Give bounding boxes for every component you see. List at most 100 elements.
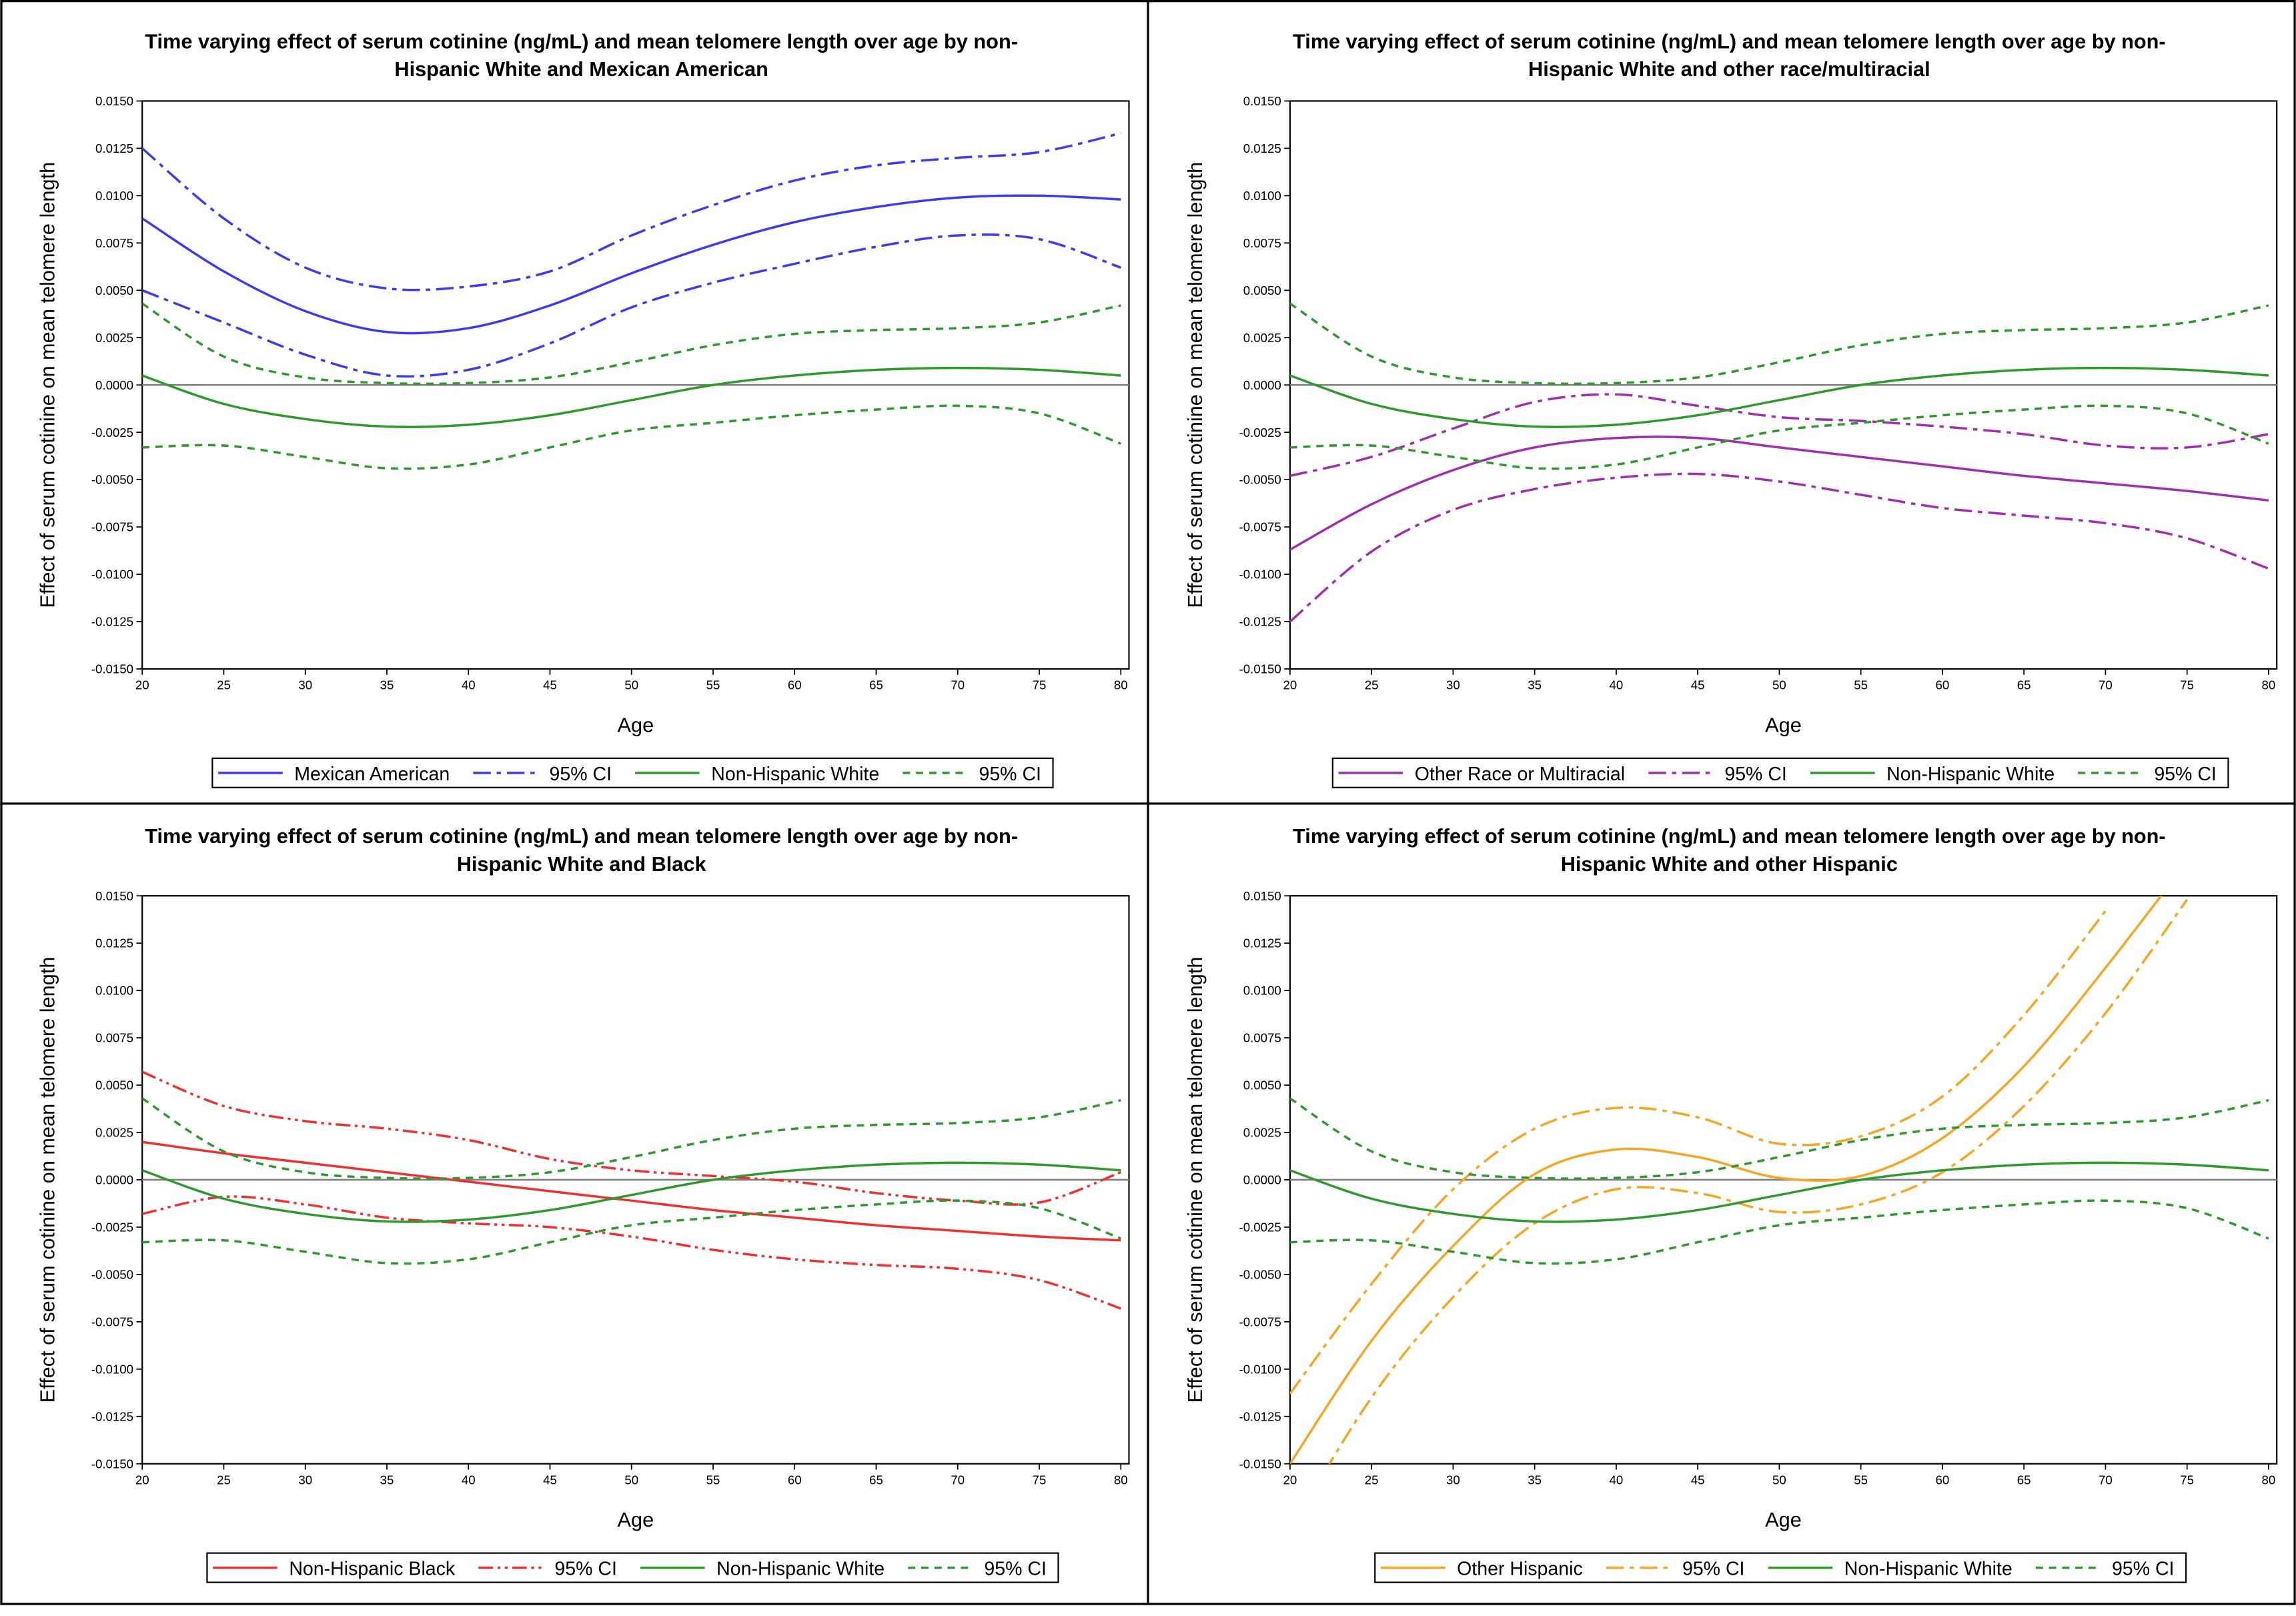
x-tick-label: 50 [624, 1473, 638, 1487]
y-tick-label: 0.0100 [95, 189, 133, 203]
legend: Non-Hispanic Black 95% CI Non-Hispanic Whi… [206, 1552, 1059, 1583]
series-line [142, 233, 1121, 378]
y-tick-label: -0.0050 [1239, 1267, 1281, 1281]
series-line [142, 1140, 1121, 1242]
x-tick-label: 70 [2099, 678, 2113, 692]
series-line [1289, 404, 2269, 470]
y-tick-label: -0.0100 [91, 568, 133, 582]
x-tick-label: 50 [1772, 1473, 1786, 1487]
y-tick-label: 0.0150 [1243, 889, 1281, 903]
series-line [142, 1195, 1121, 1310]
x-tick-label: 70 [951, 678, 965, 692]
x-tick-label: 45 [543, 678, 557, 692]
x-tick-label: 60 [1936, 678, 1950, 692]
y-tick-label: 0.0125 [95, 141, 133, 155]
chart-title: Time varying effect of serum cotinine (n… [1293, 29, 2166, 53]
x-tick-label: 50 [624, 678, 638, 692]
y-tick-label: -0.0025 [91, 426, 133, 440]
x-tick-label: 20 [1283, 1473, 1297, 1487]
series-line [1289, 910, 2107, 1395]
legend-label: 95% CI [984, 1559, 1047, 1580]
x-tick-label: 25 [1365, 1473, 1379, 1487]
y-tick-label: -0.0100 [91, 1362, 133, 1376]
series-line [1289, 393, 2269, 478]
x-tick-label: 25 [217, 1473, 231, 1487]
y-tick-label: 0.0125 [1243, 936, 1281, 950]
chart-title: Time varying effect of serum cotinine (n… [145, 29, 1018, 53]
y-tick-label: 0.0100 [95, 984, 133, 998]
x-tick-label: 70 [951, 1473, 965, 1487]
x-axis-label: Age [618, 713, 654, 736]
y-tick-label: -0.0050 [91, 1267, 133, 1281]
legend-label: 95% CI [554, 1559, 617, 1580]
x-tick-label: 40 [1610, 678, 1624, 692]
legend: Mexican American 95% CI Non-Hispanic White… [211, 757, 1054, 788]
legend-label: 95% CI [2154, 764, 2217, 785]
x-tick-label: 65 [869, 1473, 883, 1487]
y-tick-label: 0.0150 [95, 889, 133, 903]
series-line [142, 1199, 1121, 1265]
x-axis-label: Age [1765, 1508, 1802, 1531]
x-tick-label: 65 [2017, 1473, 2031, 1487]
chart-title: Hispanic White and Black [457, 852, 707, 876]
plot-lines [1289, 302, 2269, 623]
y-tick-label: 0.0150 [1243, 94, 1281, 108]
legend-box [211, 757, 1054, 788]
x-tick-label: 75 [1033, 1473, 1047, 1487]
y-tick-label: 0.0025 [95, 331, 133, 345]
x-tick-label: 35 [1528, 678, 1542, 692]
x-tick-label: 35 [380, 1473, 394, 1487]
y-tick-label: -0.0075 [91, 520, 133, 534]
x-tick-label: 30 [298, 1473, 312, 1487]
plot-lines [142, 1070, 1121, 1310]
legend-label: Non-Hispanic Black [289, 1559, 456, 1580]
series-line [142, 366, 1121, 428]
x-tick-label: 35 [380, 678, 394, 692]
x-tick-label: 25 [1365, 678, 1379, 692]
legend: Other Hispanic 95% CI Non-Hispanic White 95… [1374, 1552, 2187, 1583]
y-tick-label: 0.0050 [1243, 1078, 1281, 1092]
chart-title: Hispanic White and other race/multiracia… [1528, 57, 1930, 81]
y-tick-label: -0.0025 [1239, 1221, 1281, 1235]
y-tick-label: 0.0025 [95, 1126, 133, 1140]
series-line [1289, 366, 2269, 428]
legend-label: 95% CI [1724, 764, 1787, 785]
x-tick-label: 80 [2262, 678, 2276, 692]
y-tick-label: 0.0050 [95, 283, 133, 297]
x-tick-label: 40 [462, 1473, 476, 1487]
series-line [142, 131, 1121, 291]
x-tick-label: 30 [298, 678, 312, 692]
x-tick-label: 20 [1283, 678, 1297, 692]
y-axis-label: Effect of serum cotinine on mean telomer… [1183, 162, 1207, 608]
y-tick-label: 0.0000 [95, 378, 133, 392]
legend-label: 95% CI [2112, 1559, 2175, 1580]
series-line [1289, 896, 2163, 1464]
y-tick-label: 0.0000 [1243, 1173, 1281, 1187]
y-tick-label: -0.0125 [1239, 615, 1281, 629]
y-tick-label: -0.0075 [1239, 1315, 1281, 1329]
y-tick-label: 0.0025 [1243, 1126, 1281, 1140]
chart-panel: Time varying effect of serum cotinine (n… [1183, 824, 2278, 1583]
y-tick-label: 0.0100 [1243, 189, 1281, 203]
y-axis-label: Effect of serum cotinine on mean telomer… [1183, 957, 1207, 1403]
y-tick-label: 0.0075 [1243, 1031, 1281, 1045]
legend-label: 95% CI [549, 764, 612, 785]
legend-label: Mexican American [294, 764, 450, 785]
series-line [142, 404, 1121, 470]
legend-label: 95% CI [979, 764, 1041, 785]
series-line [142, 194, 1121, 335]
y-tick-label: -0.0025 [1239, 426, 1281, 440]
series-line [142, 1161, 1121, 1223]
y-tick-label: -0.0100 [1239, 568, 1281, 582]
y-tick-label: -0.0125 [1239, 1409, 1281, 1423]
x-tick-label: 80 [1114, 678, 1128, 692]
legend-label: Other Race or Multiracial [1415, 764, 1625, 785]
y-tick-label: 0.0075 [95, 1031, 133, 1045]
legend-label: Non-Hispanic White [711, 764, 879, 785]
legend-label: Non-Hispanic White [1886, 764, 2055, 785]
chart-title: Time varying effect of serum cotinine (n… [145, 824, 1018, 848]
y-tick-label: -0.0050 [1239, 473, 1281, 487]
x-tick-label: 65 [2017, 678, 2031, 692]
x-axis-label: Age [1765, 713, 1802, 736]
x-tick-label: 30 [1446, 1473, 1460, 1487]
